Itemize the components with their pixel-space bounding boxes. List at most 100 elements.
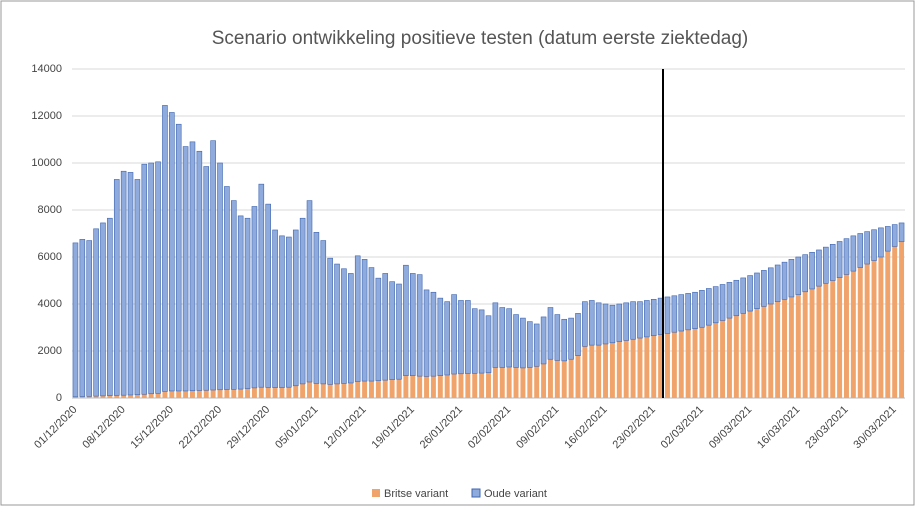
bar-segment [114, 395, 120, 398]
bar-segment [843, 238, 850, 275]
bar-segment [795, 256, 802, 295]
bar-segment [595, 302, 602, 346]
bar-segment [720, 320, 726, 398]
bar-segment [128, 394, 133, 398]
bar-segment [492, 367, 498, 398]
bar-segment [354, 255, 361, 382]
bar-segment [871, 229, 877, 261]
bar-segment [609, 304, 616, 344]
bar-segment [568, 359, 574, 398]
bar-segment [465, 373, 471, 398]
bar-segment [630, 301, 636, 340]
bar-segment [306, 200, 313, 383]
bar-segment [478, 309, 485, 374]
bar-segment [637, 338, 643, 398]
bar-segment [341, 383, 347, 398]
bar-segment [100, 222, 106, 397]
bar-segment [623, 302, 629, 341]
bar-segment [327, 384, 333, 398]
bar-segment [348, 273, 354, 384]
bar-segment [203, 390, 209, 398]
bar-segment [437, 375, 443, 398]
bar-segment [802, 254, 808, 293]
bar-segment [692, 328, 698, 398]
bar-segment [300, 383, 306, 398]
bar-segment [561, 318, 568, 362]
bar-segment [93, 228, 99, 397]
bar-segment [520, 367, 526, 398]
bar-segment [713, 322, 719, 398]
bar-segment [547, 359, 553, 398]
bar-segment [761, 270, 767, 307]
bar-segment [217, 389, 223, 398]
bar-segment [603, 343, 609, 398]
bar-segment [320, 240, 327, 385]
bar-segment [547, 307, 554, 360]
bar-segment [396, 379, 402, 398]
bar-segment [127, 172, 134, 396]
bar-segment [864, 264, 870, 398]
bar-segment [121, 395, 127, 398]
bar-segment [451, 374, 457, 398]
bar-segment [740, 313, 746, 398]
bar-segment [485, 315, 492, 373]
bar-segment [892, 246, 898, 398]
bar-segment [458, 300, 464, 375]
bar-segment [72, 242, 79, 398]
bar-segment [86, 240, 92, 397]
bar-segment [389, 379, 395, 398]
bar-segment [382, 380, 388, 398]
legend-swatch [471, 488, 481, 498]
bar-segment [327, 257, 333, 385]
bar-segment [155, 161, 161, 394]
bar-segment [409, 273, 416, 376]
bar-segment [630, 339, 636, 398]
bar-segment [692, 291, 698, 329]
bar-segment [334, 263, 340, 385]
bar-segment [100, 395, 106, 398]
bar-segment [499, 367, 505, 398]
bar-segment [596, 345, 602, 398]
bar-segment [726, 318, 732, 398]
bar-segment [878, 257, 884, 398]
bar-segment [582, 301, 588, 347]
bar-segment [685, 329, 691, 398]
bar-segment [878, 227, 884, 258]
bar-segment [472, 373, 478, 398]
bar-segment [175, 123, 182, 392]
bar-segment [79, 239, 86, 397]
bar-segment [891, 224, 898, 247]
bar-segment [313, 383, 319, 398]
bar-segment [486, 372, 491, 398]
bar-segment [768, 304, 774, 398]
bar-segment [561, 360, 567, 398]
bar-segment [492, 302, 499, 368]
bar-segment [575, 355, 581, 398]
bar-segment [706, 288, 712, 326]
bar-segment [299, 217, 306, 385]
bar-segment [747, 311, 753, 398]
bar-segment [389, 281, 395, 380]
bar-segment [424, 376, 430, 398]
bar-segment [844, 274, 849, 398]
bar-segment [134, 394, 140, 398]
bar-segment [658, 334, 664, 398]
bar-segment [444, 301, 450, 376]
bar-segment [437, 297, 444, 376]
bar-segment [403, 375, 409, 398]
bar-segment [231, 389, 237, 398]
legend-label: Oude variant [484, 488, 547, 500]
bar-segment [189, 141, 196, 392]
bar-segment [210, 390, 216, 398]
bar-segment [162, 105, 168, 392]
bar-segment [850, 235, 857, 272]
bar-segment [176, 390, 182, 398]
bar-segment [148, 162, 154, 395]
bar-segment [775, 301, 781, 398]
bar-segment [871, 260, 877, 398]
y-tick-label: 2000 [38, 345, 62, 357]
bar-segment [458, 373, 464, 398]
bar-segment [665, 333, 670, 398]
bar-segment [637, 301, 643, 339]
